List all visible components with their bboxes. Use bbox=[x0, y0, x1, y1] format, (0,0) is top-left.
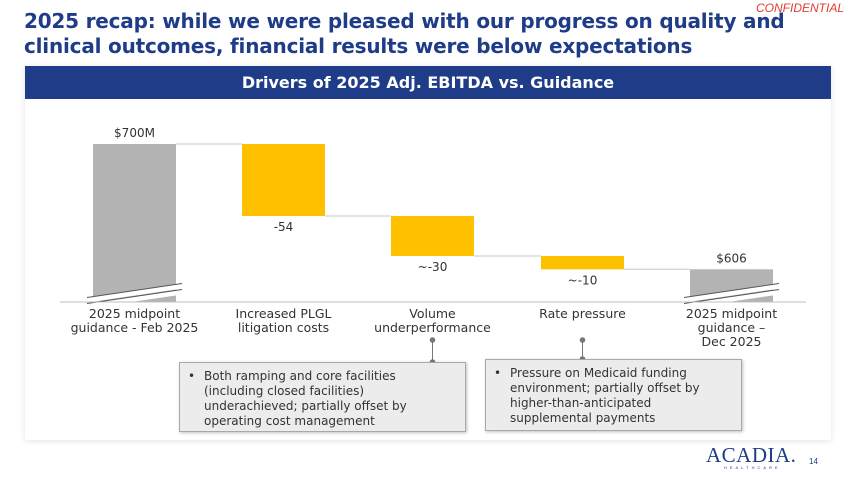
logo-subtitle: HEALTHCARE bbox=[724, 465, 781, 470]
axis-break-line bbox=[86, 283, 183, 298]
axis-break-line bbox=[86, 289, 183, 304]
driver-bar bbox=[391, 215, 474, 256]
callout-line: (including closed facilities) bbox=[204, 384, 365, 398]
callout-line: operating cost management bbox=[204, 414, 375, 428]
page-number: 14 bbox=[809, 457, 818, 466]
total-bar bbox=[93, 144, 176, 302]
category-label: Volume bbox=[409, 306, 456, 321]
category-label: underperformance bbox=[374, 320, 491, 335]
callout-line: underachieved; partially offset by bbox=[204, 399, 407, 413]
category-label: Increased PLGL bbox=[236, 306, 332, 321]
callout-bullet: • bbox=[188, 369, 196, 383]
axis-break-line bbox=[683, 289, 780, 304]
bar-value-label: ~-10 bbox=[568, 273, 598, 287]
callout-line: supplemental payments bbox=[510, 411, 656, 425]
bar-value-label: $700M bbox=[114, 126, 155, 140]
axis-break-line bbox=[683, 283, 780, 298]
callout-line: higher-than-anticipated bbox=[510, 396, 652, 410]
category-label: guidance – bbox=[698, 320, 766, 335]
logo-name: ACADIA. bbox=[706, 443, 797, 467]
driver-bar bbox=[242, 144, 325, 216]
bar-value-label: $606 bbox=[716, 251, 747, 265]
page-title: 2025 recap: while we were pleased with o… bbox=[24, 9, 785, 58]
axis-break-gap bbox=[683, 283, 780, 303]
driver-bar bbox=[541, 255, 624, 270]
axis-break-gap bbox=[86, 289, 183, 309]
callout-bullet: • bbox=[494, 366, 502, 380]
category-label: Dec 2025 bbox=[702, 334, 762, 349]
confidential-label: CONFIDENTIAL bbox=[755, 1, 844, 15]
bar-value-label: ~-30 bbox=[418, 260, 448, 274]
category-label: litigation costs bbox=[238, 320, 329, 335]
category-label: guidance - Feb 2025 bbox=[71, 320, 199, 335]
axis-break-gap bbox=[683, 289, 780, 309]
category-label: Rate pressure bbox=[539, 306, 626, 321]
callout-connector-dot bbox=[579, 337, 586, 343]
bar-value-label: -54 bbox=[274, 220, 294, 234]
callout-line: Pressure on Medicaid funding bbox=[510, 366, 687, 380]
category-label: 2025 midpoint bbox=[686, 306, 777, 321]
callout-connector-dot bbox=[429, 337, 436, 343]
chart-panel-title: Drivers of 2025 Adj. EBITDA vs. Guidance bbox=[25, 66, 831, 99]
acadia-healthcare-logo: ACADIA. HEALTHCARE bbox=[706, 443, 806, 470]
axis-break-gap bbox=[86, 283, 183, 303]
callout-rate-pressure: • Pressure on Medicaid funding environme… bbox=[485, 359, 742, 431]
category-label: 2025 midpoint bbox=[89, 306, 180, 321]
callout-line: Both ramping and core facilities bbox=[204, 369, 396, 383]
callout-line: environment; partially offset by bbox=[510, 381, 700, 395]
callout-volume: • Both ramping and core facilities (incl… bbox=[179, 362, 466, 432]
